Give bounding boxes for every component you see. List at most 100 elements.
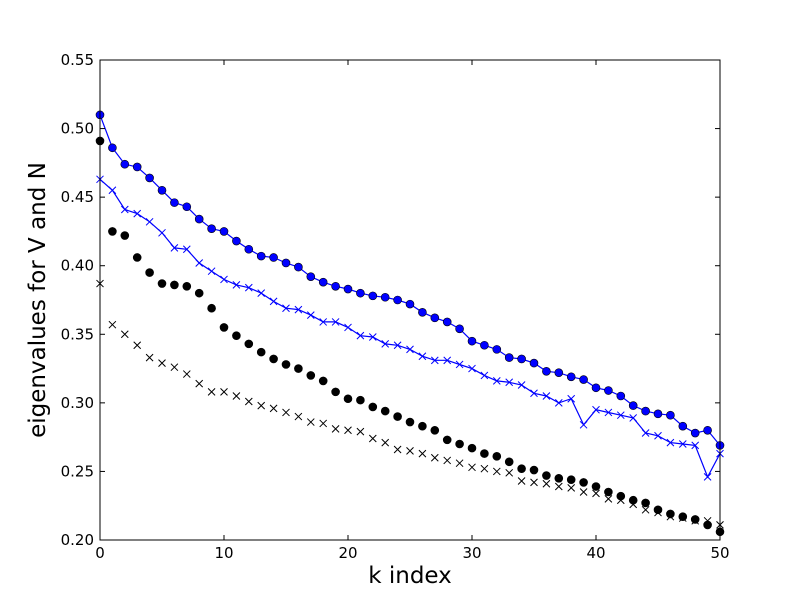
x-tick-label: 10 <box>214 544 233 562</box>
data-point <box>281 360 291 369</box>
data-point <box>566 372 576 382</box>
data-point <box>641 505 650 514</box>
data-point <box>455 324 464 334</box>
data-point <box>653 409 663 419</box>
data-point <box>566 475 576 484</box>
data-point <box>703 425 712 435</box>
data-point <box>691 441 700 450</box>
data-point <box>120 231 130 240</box>
data-point <box>133 209 142 218</box>
data-point <box>567 484 576 492</box>
data-point <box>207 224 216 233</box>
y-tick-label: 0.20 <box>61 531 94 549</box>
data-point <box>306 311 315 319</box>
data-point <box>158 359 166 367</box>
data-point <box>653 505 663 515</box>
data-point <box>468 463 476 472</box>
data-point <box>319 318 328 326</box>
data-point <box>678 514 687 522</box>
data-point <box>406 447 414 455</box>
data-point <box>244 397 253 406</box>
y-tick-label: 0.40 <box>61 257 94 275</box>
data-point <box>418 449 427 458</box>
data-point <box>368 434 377 443</box>
data-point <box>393 295 402 305</box>
data-point <box>194 288 204 298</box>
data-point <box>207 267 216 276</box>
data-point <box>468 364 476 373</box>
data-point <box>504 457 514 467</box>
data-point <box>690 515 700 524</box>
data-point <box>406 345 414 354</box>
data-point <box>504 353 514 362</box>
data-point <box>120 205 129 214</box>
data-point <box>654 508 662 517</box>
data-point <box>306 371 316 380</box>
data-point <box>517 354 526 364</box>
data-point <box>170 244 179 252</box>
data-point <box>108 320 117 329</box>
y-tick-label: 0.35 <box>61 325 94 343</box>
data-point <box>219 323 229 332</box>
x-axis: 0 10 20 30 40 50 <box>95 60 730 562</box>
data-point <box>220 275 228 284</box>
x-axis-label: k index <box>368 563 452 589</box>
data-point <box>133 341 142 350</box>
x-tick-label: 40 <box>586 544 605 562</box>
data-point <box>195 259 204 267</box>
data-point <box>430 425 440 435</box>
data-point <box>442 435 452 445</box>
data-point <box>430 453 439 462</box>
data-point <box>554 399 563 407</box>
data-point <box>257 401 266 410</box>
data-point <box>641 429 650 437</box>
data-point <box>418 352 427 361</box>
data-point <box>319 419 328 428</box>
data-point <box>194 214 204 224</box>
data-point <box>344 323 352 332</box>
data-point <box>182 370 191 378</box>
data-point <box>629 500 638 509</box>
data-point <box>120 159 130 169</box>
data-point <box>567 394 576 403</box>
data-point <box>418 308 427 317</box>
data-point <box>492 345 502 354</box>
series-1 <box>96 175 724 481</box>
data-point <box>691 516 700 525</box>
data-point <box>256 251 266 261</box>
data-point <box>257 289 266 297</box>
x-tick-label: 20 <box>338 544 357 562</box>
y-tick-label: 0.45 <box>61 188 94 206</box>
data-point <box>579 375 588 384</box>
data-point <box>269 354 278 364</box>
data-point <box>368 333 377 341</box>
data-point <box>182 281 192 291</box>
data-point <box>244 244 254 254</box>
data-point <box>108 186 117 195</box>
data-point <box>381 438 390 447</box>
data-point <box>654 431 662 440</box>
data-point <box>356 427 365 436</box>
data-point <box>591 383 601 393</box>
data-point <box>641 498 650 508</box>
data-point <box>157 185 167 195</box>
data-point <box>604 487 613 497</box>
data-point <box>616 391 626 401</box>
data-point <box>604 495 613 503</box>
data-point <box>455 459 464 468</box>
data-point <box>579 488 588 496</box>
data-point <box>232 392 241 400</box>
data-point <box>356 288 365 298</box>
data-point <box>517 477 526 485</box>
data-point <box>393 412 402 421</box>
data-point <box>306 418 315 426</box>
data-point <box>480 371 489 380</box>
data-point <box>517 381 526 389</box>
data-point <box>256 347 266 357</box>
data-point <box>505 378 514 387</box>
data-point <box>368 291 378 301</box>
data-point <box>343 394 353 404</box>
data-point <box>182 245 191 254</box>
data-point <box>132 162 142 172</box>
